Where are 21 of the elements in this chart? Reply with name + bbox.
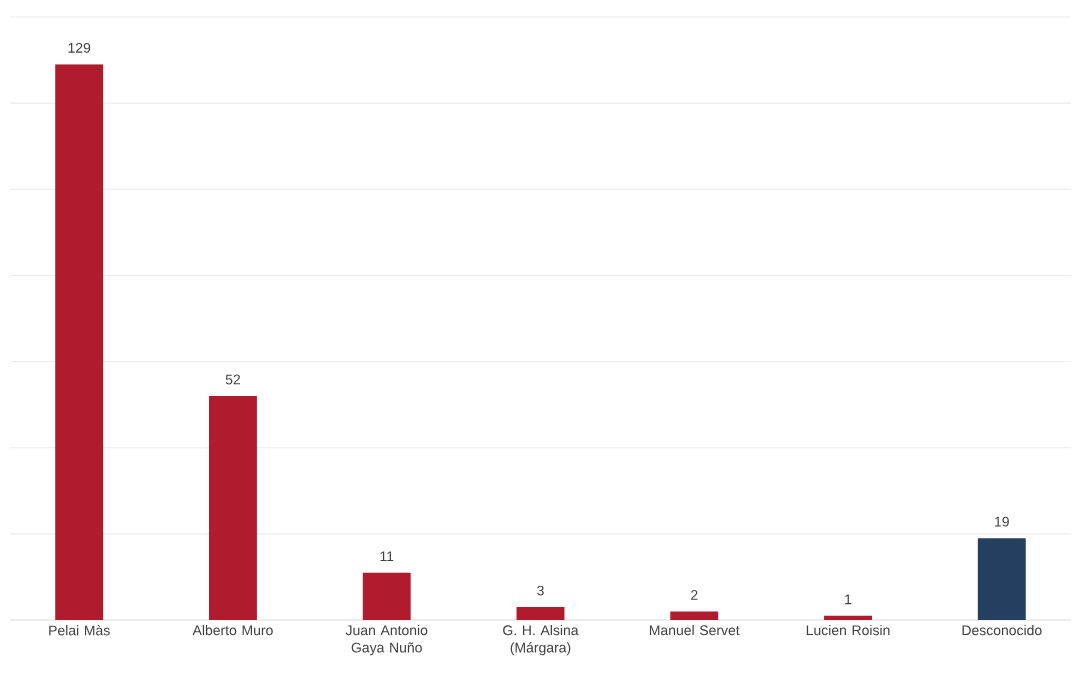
bar — [362, 572, 411, 621]
data-label: 2 — [691, 590, 698, 600]
data-label: 3 — [537, 585, 544, 596]
bar — [824, 615, 872, 621]
bar — [670, 611, 719, 621]
bar — [516, 607, 565, 621]
data-label: 52 — [225, 374, 241, 385]
bar — [208, 396, 257, 621]
bar — [55, 64, 104, 621]
data-label: 129 — [68, 42, 91, 53]
bar — [977, 538, 1026, 621]
data-label: 11 — [380, 551, 394, 562]
x-tick-label: Manuel Servet — [649, 624, 740, 636]
x-tick-label: G. H. Alsina (Márgara) — [503, 624, 579, 656]
data-label: 19 — [995, 516, 1009, 527]
data-label: 1 — [845, 594, 852, 605]
x-tick-label: Pelai Màs — [49, 624, 110, 636]
x-tick-label: Desconocido — [962, 624, 1042, 636]
x-tick-label: Juan Antonio Gaya Nuño — [345, 624, 428, 656]
x-tick-label: Alberto Muro — [192, 624, 273, 636]
x-tick-label: Lucien Roisin — [806, 624, 890, 636]
